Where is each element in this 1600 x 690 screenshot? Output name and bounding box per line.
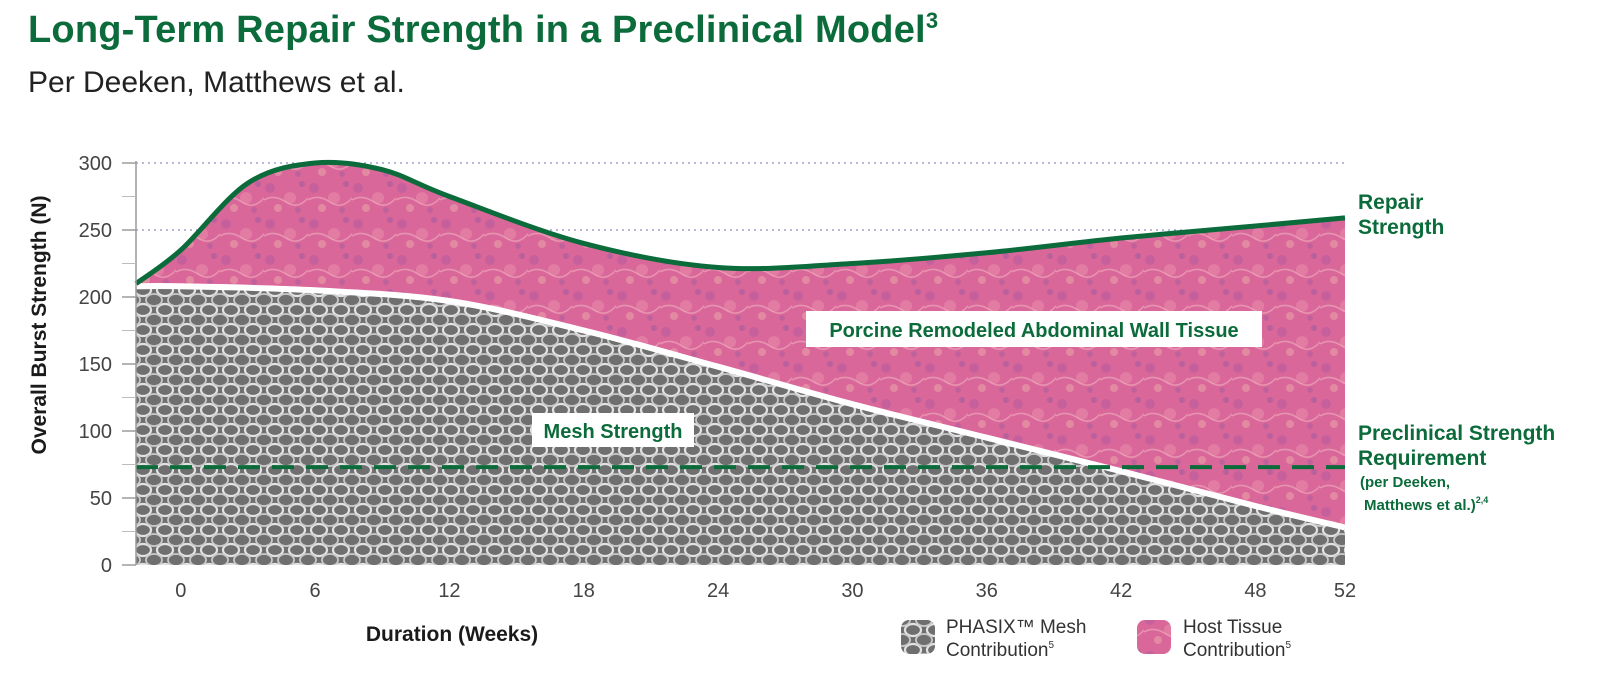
legend-tissue-line2-text: Contribution (1183, 640, 1285, 661)
legend-mesh-line2: Contribution5 (946, 640, 1054, 661)
y-tick-label: 0 (101, 555, 112, 577)
mesh-strength-label: Mesh Strength (544, 421, 683, 443)
x-tick-label: 0 (175, 580, 186, 602)
x-axis-label: Duration (Weeks) (366, 623, 538, 646)
x-axis-ticks: 0 6 12 18 24 30 36 42 48 52 (175, 580, 1356, 602)
x-tick-label: 18 (573, 580, 595, 602)
repair-strength-label-1: Repair (1358, 191, 1423, 214)
requirement-label-2: Requirement (1358, 447, 1486, 470)
tissue-label: Porcine Remodeled Abdominal Wall Tissue (829, 320, 1238, 342)
x-tick-label: 52 (1334, 580, 1356, 602)
legend-mesh-line2-text: Contribution (946, 640, 1048, 661)
y-tick-label: 200 (79, 287, 112, 309)
legend-mesh-line1: PHASIX™ Mesh (946, 617, 1086, 638)
x-tick-label: 24 (707, 580, 729, 602)
x-tick-label: 30 (841, 580, 863, 602)
mesh-area (136, 285, 1345, 565)
requirement-label-4-text: Matthews et al.) (1364, 497, 1476, 514)
legend-mesh-swatch (901, 620, 935, 654)
legend-tissue-sup: 5 (1285, 640, 1291, 651)
y-axis-ticks: 0 50 100 150 200 250 300 (79, 153, 136, 577)
x-tick-label: 48 (1244, 580, 1266, 602)
x-tick-label: 42 (1110, 580, 1132, 602)
requirement-label-1: Preclinical Strength (1358, 422, 1555, 445)
legend: PHASIX™ Mesh Contribution5 Host Tissue C… (901, 617, 1291, 661)
chart-title: Long-Term Repair Strength in a Preclinic… (28, 8, 939, 51)
mesh-strength-line (135, 282, 1346, 531)
requirement-label-3: (per Deeken, (1360, 474, 1450, 491)
repair-strength-label-2: Strength (1358, 216, 1444, 239)
repair-strength-line (134, 159, 1346, 286)
legend-tissue-swatch (1137, 620, 1171, 654)
y-tick-label: 150 (79, 354, 112, 376)
legend-mesh-sup: 5 (1048, 640, 1054, 651)
chart-subtitle: Per Deeken, Matthews et al. (28, 66, 405, 99)
y-tick-label: 50 (90, 488, 112, 510)
legend-tissue-line2: Contribution5 (1183, 640, 1291, 661)
x-tick-label: 12 (438, 580, 460, 602)
y-axis-label: Overall Burst Strength (N) (28, 195, 51, 454)
requirement-label-sup: 2,4 (1476, 495, 1489, 505)
x-tick-label: 36 (976, 580, 998, 602)
y-tick-label: 100 (79, 421, 112, 443)
mesh-label-box (532, 413, 694, 447)
y-tick-label: 300 (79, 153, 112, 175)
title-superscript: 3 (925, 8, 939, 33)
legend-tissue-line1: Host Tissue (1183, 617, 1282, 638)
tissue-label-box (806, 311, 1262, 347)
requirement-label-4: Matthews et al.)2,4 (1364, 495, 1488, 514)
y-tick-label: 250 (79, 220, 112, 242)
y-axis-minor-ticks (122, 196, 136, 532)
x-tick-label: 6 (310, 580, 321, 602)
